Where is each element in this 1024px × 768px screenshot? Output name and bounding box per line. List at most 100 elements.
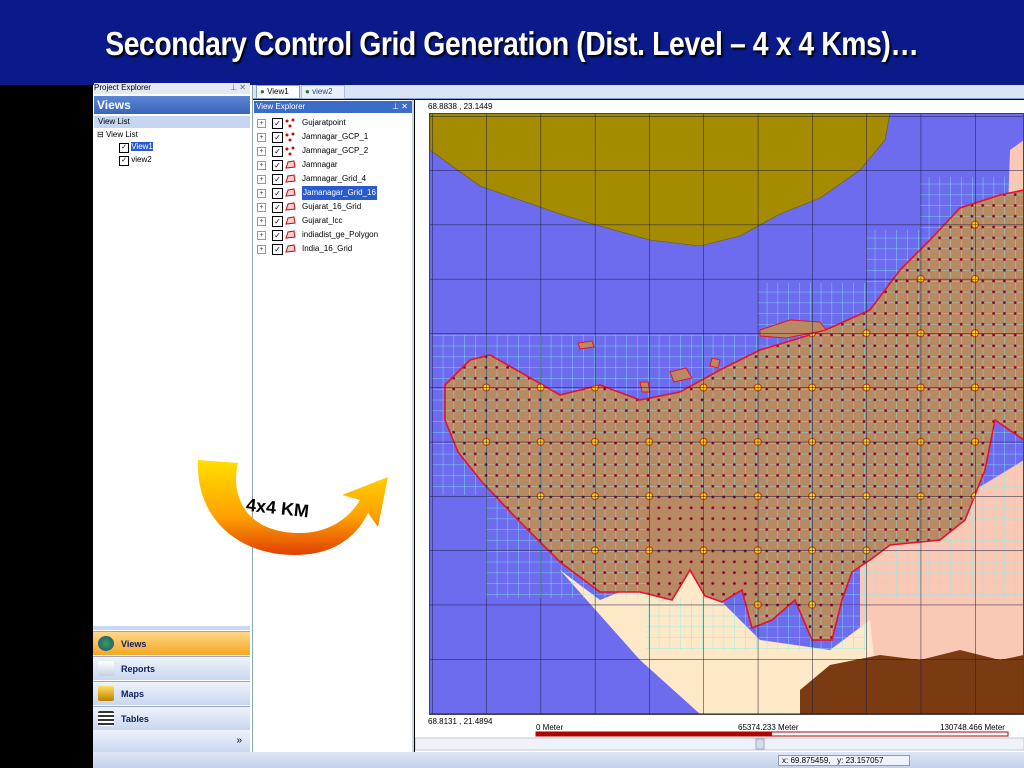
scale-label: 0 Meter	[536, 723, 564, 732]
nav-button[interactable]: Views	[93, 631, 250, 655]
map-canvas	[415, 113, 1024, 751]
layer-checkbox[interactable]: ✓	[272, 146, 283, 157]
layer-checkbox[interactable]: ✓	[272, 230, 283, 241]
nav-button[interactable]: Reports	[93, 656, 250, 680]
tree-root: ⊟ View List	[97, 130, 138, 139]
nav-label[interactable]: Tables	[121, 714, 149, 724]
h-scrollbar[interactable]	[415, 737, 1024, 751]
layer-name[interactable]: Jamnagar_GCP_1	[302, 132, 369, 141]
layer-row[interactable]: + ✓ Gujarat_lcc	[257, 214, 407, 228]
splitter	[93, 626, 250, 630]
layer-checkbox[interactable]: ✓	[272, 188, 283, 199]
layer-row[interactable]: + ✓ Gujarat_16_Grid	[257, 200, 407, 214]
nav-icon	[98, 686, 114, 701]
scale-label: 65374.233 Meter	[738, 723, 799, 732]
annotation-arrow	[197, 460, 388, 555]
expander[interactable]: +	[257, 119, 266, 128]
status-coords: x: 69.875459, y: 23.157057	[778, 755, 910, 766]
nav-button[interactable]: Maps	[93, 681, 250, 705]
expander[interactable]: +	[257, 245, 266, 254]
layer-checkbox[interactable]: ✓	[272, 202, 283, 213]
view-list-header: View List	[94, 116, 250, 128]
nav-label[interactable]: Reports	[121, 664, 156, 674]
expander[interactable]: +	[257, 161, 266, 170]
layer-icon	[285, 216, 296, 226]
map-layers	[430, 114, 1024, 714]
layer-icon	[285, 188, 296, 198]
layer-row[interactable]: + ✓ Jamnagar	[257, 158, 407, 172]
layer-icon	[285, 118, 296, 128]
project-explorer-title: Project Explorer ⊥ ✕	[94, 83, 250, 94]
layer-checkbox[interactable]: ✓	[272, 244, 283, 255]
layer-name[interactable]: Gujaratpoint	[302, 118, 346, 127]
tab-bar	[253, 85, 1024, 99]
layer-name[interactable]: Jamnagar_GCP_2	[302, 146, 369, 155]
layer-icon	[285, 202, 296, 212]
status-y: y: 23.157057	[837, 756, 884, 765]
tree-item[interactable]: ✓ View1	[119, 142, 153, 153]
layer-row[interactable]: + ✓ Jamnagar_Grid_4	[257, 172, 407, 186]
layer-row[interactable]: + ✓ indiadist_ge_Polygon	[257, 228, 407, 242]
layer-row[interactable]: + ✓ Jamnagar_GCP_1	[257, 130, 407, 144]
map-top-coord: 68.8838 , 23.1449	[428, 102, 493, 111]
tree-root-label: View List	[105, 130, 138, 139]
nav-label[interactable]: Maps	[121, 689, 145, 699]
status-x: x: 69.875459,	[782, 756, 831, 765]
expander[interactable]: +	[257, 175, 266, 184]
coarse-grid	[430, 114, 1024, 714]
tab[interactable]: ● view2	[301, 85, 345, 99]
layer-row[interactable]: + ✓ India_16_Grid	[257, 242, 407, 256]
layer-name[interactable]: indiadist_ge_Polygon	[302, 230, 379, 239]
layer-checkbox[interactable]: ✓	[272, 160, 283, 171]
tree-item[interactable]: ✓ view2	[119, 155, 152, 166]
nav-icon	[98, 636, 114, 651]
scale-bar-segment	[536, 732, 772, 736]
expander[interactable]: +	[257, 203, 266, 212]
tree-item-label[interactable]: view2	[131, 155, 152, 164]
scroll-thumb[interactable]	[755, 738, 765, 750]
layer-checkbox[interactable]: ✓	[272, 174, 283, 185]
layer-name[interactable]: Gujarat_lcc	[302, 216, 343, 225]
layer-checkbox[interactable]: ✓	[272, 216, 283, 227]
view-explorer-title: View Explorer ⊥ ✕	[254, 101, 412, 113]
tab-label[interactable]: View1	[267, 87, 289, 96]
layer-checkbox[interactable]: ✓	[272, 118, 283, 129]
views-header: Views	[94, 96, 250, 114]
slide-title-text: Secondary Control Grid Generation (Dist.…	[105, 25, 919, 62]
layer-row[interactable]: + ✓ Jamnagar_GCP_2	[257, 144, 407, 158]
layer-icon	[285, 174, 296, 184]
nav-icon	[98, 661, 114, 676]
tree-item-label[interactable]: View1	[131, 142, 153, 151]
nav-more[interactable]: »	[93, 730, 250, 752]
layer-icon	[285, 132, 296, 142]
layer-name[interactable]: India_16_Grid	[302, 244, 353, 253]
tab-label[interactable]: view2	[312, 87, 333, 96]
curved-arrow	[197, 460, 388, 555]
panel-title: Project Explorer	[94, 83, 151, 92]
layer-icon	[285, 160, 296, 170]
expander[interactable]: +	[257, 231, 266, 240]
tab[interactable]: ● View1	[256, 85, 300, 99]
layer-name[interactable]: Gujarat_16_Grid	[302, 202, 362, 211]
slide-title: Secondary Control Grid Generation (Dist.…	[0, 0, 1024, 85]
nav-button[interactable]: Tables	[93, 706, 250, 730]
nav-label[interactable]: Views	[121, 639, 147, 649]
layer-icon	[285, 230, 296, 240]
layer-checkbox[interactable]: ✓	[272, 132, 283, 143]
layer-name[interactable]: Jamnagar	[302, 160, 338, 169]
expander[interactable]: +	[257, 147, 266, 156]
scale-label: 130748.466 Meter	[940, 723, 1005, 732]
layer-name[interactable]: Jamnagar_Grid_4	[302, 174, 367, 183]
layer-icon	[285, 146, 296, 156]
layer-name[interactable]: Jamanagar_Grid_16	[302, 186, 377, 200]
nav-icon	[98, 711, 114, 726]
expander[interactable]: +	[257, 133, 266, 142]
layer-row[interactable]: + ✓ Gujaratpoint	[257, 116, 407, 130]
map-bottom-coord: 68.8131 , 21.4894	[428, 717, 493, 726]
panel-title: View Explorer	[256, 102, 306, 111]
expander[interactable]: +	[257, 189, 266, 198]
expander[interactable]: +	[257, 217, 266, 226]
layer-icon	[285, 244, 296, 254]
layer-row[interactable]: + ✓ Jamanagar_Grid_16	[257, 186, 407, 200]
